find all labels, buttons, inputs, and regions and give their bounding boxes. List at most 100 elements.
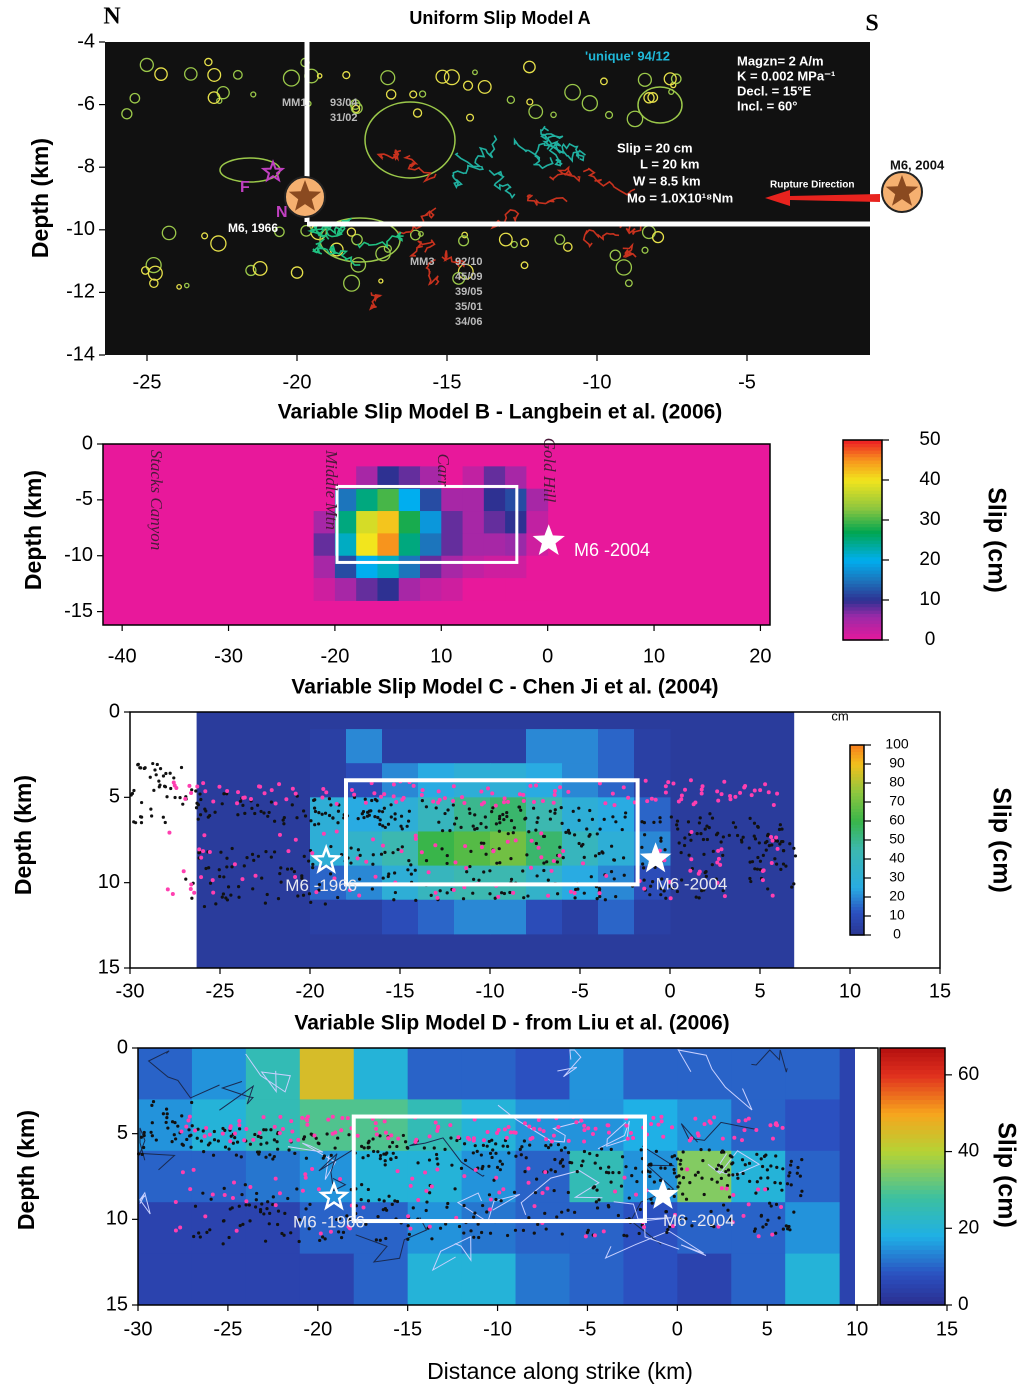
colorbar-slice [843, 553, 882, 558]
earthquake [573, 1210, 577, 1214]
earthquake [190, 1124, 194, 1128]
aftershock [493, 803, 498, 808]
slip-cell [505, 578, 527, 601]
colorbar-slice [880, 1262, 945, 1268]
colorbar-slice [843, 593, 882, 598]
earthquake [747, 1161, 752, 1165]
x-tick-label: 5 [762, 1318, 773, 1340]
aftershock [230, 1195, 235, 1200]
earthquake [304, 1207, 308, 1211]
earthquake [775, 1165, 779, 1169]
anomaly-contour [540, 133, 564, 151]
colorbar-slice [850, 830, 864, 835]
colorbar-slice [880, 1215, 945, 1220]
earthquake [577, 841, 581, 846]
seismicity [351, 104, 361, 114]
aftershock [471, 1136, 476, 1141]
seismicity [641, 246, 649, 254]
earthquake [251, 887, 255, 891]
earthquake [592, 1185, 597, 1189]
earthquake [140, 1152, 144, 1157]
earthquake [248, 1219, 252, 1223]
earthquake [561, 1164, 565, 1168]
aftershock [668, 896, 673, 901]
aftershock [188, 887, 193, 892]
aftershock [410, 1176, 415, 1181]
earthquake [399, 824, 403, 828]
seismicity [149, 278, 159, 289]
earthquake [271, 1157, 275, 1161]
earthquake [498, 814, 502, 818]
earthquake [789, 1159, 793, 1163]
earthquake [308, 849, 313, 853]
aftershock [191, 1167, 196, 1172]
aftershock [293, 791, 298, 796]
aftershock [228, 1139, 233, 1144]
earthquake [650, 880, 655, 884]
epicenter-star [532, 524, 565, 555]
earthquake [164, 1120, 168, 1125]
earthquake [609, 1147, 613, 1152]
earthquake [589, 875, 593, 879]
aftershock [187, 1114, 192, 1119]
earthquake [163, 785, 168, 789]
aftershock [763, 1187, 768, 1192]
earthquake [446, 808, 450, 812]
slip-cell [313, 578, 336, 601]
earthquake [707, 1148, 711, 1152]
aftershock [651, 1115, 656, 1120]
aftershock [334, 801, 339, 806]
earthquake [642, 821, 646, 825]
aftershock [413, 833, 418, 838]
aftershock [593, 1126, 598, 1131]
seismicity [609, 249, 622, 262]
aftershock [774, 835, 779, 840]
colorbar-slice [880, 1073, 945, 1079]
earthquake [142, 1145, 146, 1150]
earthquake [599, 1147, 604, 1151]
earthquake [329, 844, 333, 849]
earthquake [201, 1191, 205, 1195]
y-tick-label: -5 [75, 488, 93, 510]
earthquake [690, 1224, 694, 1228]
aftershock [436, 789, 441, 794]
aftershock [451, 799, 456, 804]
seismicity [550, 111, 557, 119]
aftershock [334, 829, 339, 834]
earthquake [413, 868, 417, 872]
earthquake [222, 875, 226, 879]
earthquake [748, 1179, 752, 1183]
aftershock [551, 800, 556, 805]
earthquake [481, 1203, 485, 1208]
earthquake [212, 1129, 216, 1134]
earthquake [290, 803, 294, 807]
earthquake [770, 843, 774, 847]
earthquake [670, 1155, 674, 1159]
aftershock [257, 1130, 262, 1135]
earthquake [475, 826, 479, 831]
aftershock [310, 851, 315, 856]
aftershock [568, 889, 573, 894]
earthquake [548, 817, 553, 821]
slip-cell [418, 729, 455, 764]
slip-cell [441, 511, 464, 534]
colorbar-slice [850, 757, 864, 762]
earthquake [675, 1175, 679, 1179]
earthquake [378, 1134, 382, 1138]
earthquake [406, 868, 410, 872]
earthquake [262, 1128, 266, 1132]
earthquake [309, 819, 313, 823]
earthquake [638, 1207, 642, 1212]
aftershock [280, 1126, 285, 1131]
colorbar-slice [843, 636, 882, 641]
earthquake [407, 859, 411, 863]
aftershock [202, 1134, 207, 1139]
slip-cell [420, 555, 442, 579]
earthquake [568, 1160, 572, 1165]
aftershock [715, 860, 720, 865]
colorbar-slice [843, 626, 882, 631]
earthquake [320, 812, 324, 816]
earthquake [705, 824, 709, 828]
aftershock [193, 1128, 198, 1133]
aftershock [775, 846, 780, 851]
